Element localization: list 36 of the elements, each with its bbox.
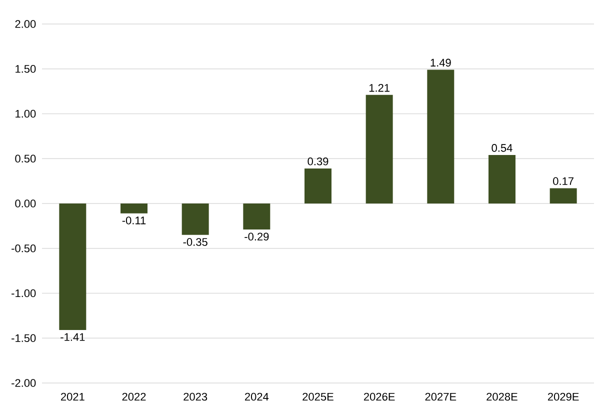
- data-label: 0.54: [492, 144, 512, 152]
- y-tick-label: 1.50: [16, 64, 36, 73]
- data-label: 1.21: [369, 84, 390, 92]
- bar: [120, 203, 148, 214]
- y-tick-label: -0.50: [12, 244, 36, 252]
- bar: [59, 203, 86, 330]
- x-tick-label: 2025E: [302, 392, 334, 401]
- y-tick-label: 1.00: [16, 110, 36, 118]
- bar: [550, 188, 577, 204]
- y-tick-label: 0.50: [15, 154, 36, 163]
- x-tick-label: 2021: [60, 392, 84, 401]
- data-label: 0.17: [553, 177, 574, 186]
- bar: [304, 168, 332, 204]
- x-tick-label: 2024: [244, 392, 269, 401]
- bar: [427, 70, 454, 204]
- data-label: -1.41: [60, 333, 85, 341]
- bar: [366, 94, 393, 204]
- y-tick-label: -2.00: [12, 379, 36, 387]
- bar: [488, 155, 516, 204]
- data-label: -0.35: [183, 238, 208, 246]
- data-label: -0.11: [122, 216, 146, 224]
- data-label: -0.29: [244, 232, 269, 241]
- x-tick-label: 2029E: [548, 392, 579, 401]
- x-tick-label: 2022: [122, 392, 146, 401]
- data-label: 0.39: [308, 158, 328, 166]
- y-tick-label: 0.00: [15, 200, 36, 208]
- bar: [182, 203, 209, 235]
- y-tick-label: -1.00: [12, 289, 36, 298]
- y-tick-label: 2.00: [15, 20, 36, 28]
- x-tick-label: 2028E: [486, 392, 518, 401]
- bar: [243, 203, 270, 230]
- x-tick-label: 2027E: [425, 392, 456, 401]
- x-tick-label: 2023: [184, 392, 208, 401]
- y-tick-label: -1.50: [12, 334, 36, 342]
- x-tick-label: 2026E: [364, 392, 395, 401]
- data-label: 1.49: [430, 58, 451, 67]
